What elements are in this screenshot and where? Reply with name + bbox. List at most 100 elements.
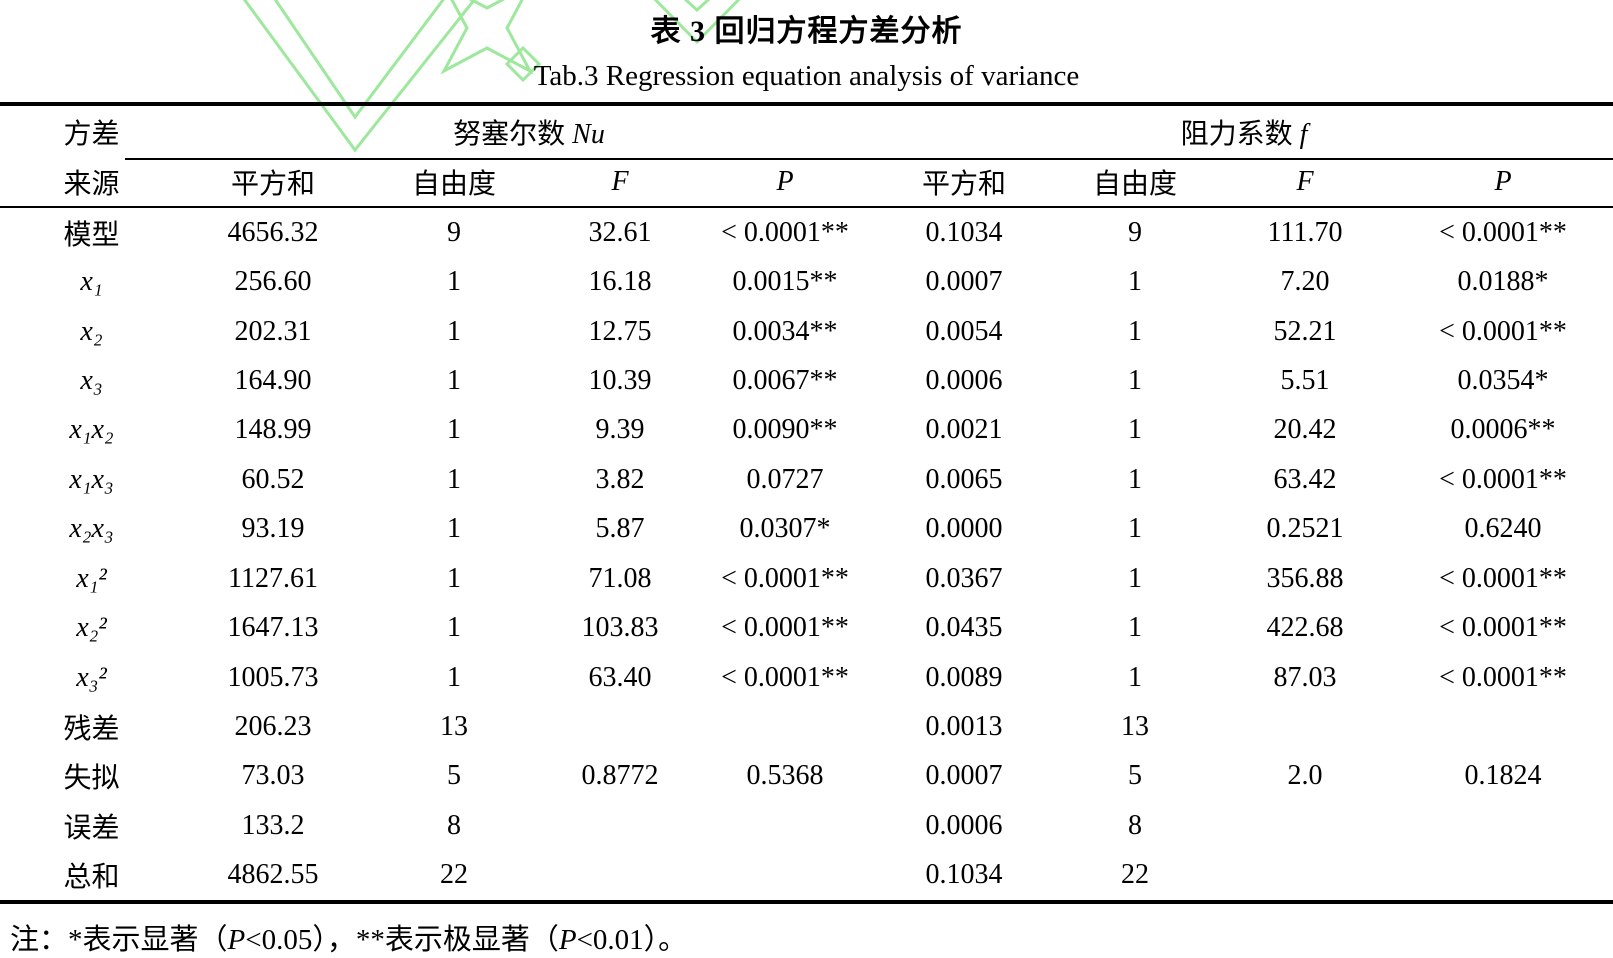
cell-value: 12.75 — [588, 315, 652, 347]
header-f-dof: 自由度 — [1092, 169, 1177, 200]
table-row: 残差 206.23 13 0.0013 13 — [0, 702, 1613, 751]
header-nu-f-value: F — [611, 166, 629, 197]
cell-value: 0.0000 — [925, 513, 1003, 545]
cell-value: 0.0067** — [732, 364, 838, 396]
cell-value: 71.08 — [588, 562, 652, 594]
cell-value: 0.0054 — [925, 315, 1003, 347]
cell-value: 60.52 — [241, 463, 305, 495]
table-row: x₂x₃ 93.19 1 5.87 0.0307* 0.0000 1 0.2521 0.6240 — [0, 505, 1613, 554]
table-row: x₂² 1647.13 1 103.83 < 0.0001** 0.0435 1 422.68… — [0, 603, 1613, 652]
group-header-rule — [125, 158, 1613, 160]
cell-value: 10.39 — [588, 364, 652, 396]
table-header: 方差 努塞尔数 Nu 阻力系数 f 来源 平方和 自由度 F P 平方和 自由度… — [0, 106, 1613, 208]
cell-value: 20.42 — [1273, 414, 1337, 446]
cell-value: < 0.0001** — [721, 661, 849, 693]
watermark-diamond — [504, 45, 542, 83]
cell-value: 5.51 — [1280, 364, 1330, 396]
footnote-text: <0.05），**表示极显著（ — [245, 924, 559, 956]
cell-value: 73.03 — [241, 760, 305, 792]
cell-value: 1 — [447, 266, 461, 298]
row-label: x₁x₂ — [69, 414, 114, 446]
cell-value: 1 — [447, 364, 461, 396]
row-label: 失拟 — [63, 763, 120, 795]
cell-value: 1 — [1128, 612, 1142, 644]
cell-value: 1 — [1128, 661, 1142, 693]
cell-value: 256.60 — [234, 266, 312, 298]
header-group-friction: 阻力系数 f — [875, 112, 1613, 152]
row-label: x₁² — [76, 562, 107, 594]
row-label: x₂ — [80, 315, 103, 347]
footnote-p-symbol: P — [227, 924, 246, 956]
row-label: 总和 — [63, 862, 120, 894]
footnote-text: <0.01）。 — [576, 924, 688, 956]
cell-value: 0.0006** — [1450, 414, 1556, 446]
cell-value: 0.0034** — [732, 315, 838, 347]
cell-value: < 0.0001** — [1439, 562, 1567, 594]
cell-value: 422.68 — [1266, 612, 1344, 644]
cell-value: 7.20 — [1280, 266, 1330, 298]
cell-value: 63.40 — [588, 661, 652, 693]
cell-value: 206.23 — [234, 710, 312, 742]
cell-value: 9 — [1128, 216, 1142, 248]
cell-value: 111.70 — [1267, 216, 1343, 248]
table-row: 总和 4862.55 22 0.1034 22 — [0, 850, 1613, 899]
cell-value: 3.82 — [595, 463, 645, 495]
cell-value: 0.1034 — [925, 859, 1003, 891]
cell-value: 0.5368 — [746, 760, 824, 792]
cell-value: 0.0307* — [739, 513, 831, 545]
row-label: x₂x₃ — [69, 513, 114, 545]
cell-value: < 0.0001** — [1439, 216, 1567, 248]
cell-value: < 0.0001** — [1439, 612, 1567, 644]
anova-table: 方差 努塞尔数 Nu 阻力系数 f 来源 平方和 自由度 F P 平方和 自由度… — [0, 102, 1613, 904]
cell-value: 8 — [447, 809, 461, 841]
row-label: 残差 — [63, 713, 120, 745]
cell-value: 148.99 — [234, 414, 312, 446]
cell-value: 103.83 — [581, 612, 659, 644]
cell-value: 93.19 — [241, 513, 305, 545]
cell-value: 0.0015** — [732, 266, 838, 298]
cell-value: 0.2521 — [1266, 513, 1344, 545]
cell-value: 5.87 — [595, 513, 645, 545]
cell-value: 1 — [1128, 463, 1142, 495]
cell-value: < 0.0001** — [721, 216, 849, 248]
cell-value: 0.0065 — [925, 463, 1003, 495]
cell-value: 0.0727 — [746, 463, 824, 495]
row-label: x₂² — [76, 612, 107, 644]
header-source-line1: 方差 — [63, 119, 120, 150]
cell-value: 0.8772 — [581, 760, 659, 792]
cell-value: 133.2 — [241, 809, 305, 841]
cell-value: 1 — [1128, 513, 1142, 545]
footnote: 注：*表示显著（P<0.05），**表示极显著（P<0.01）。 — [10, 916, 1613, 958]
header-nu-sum-squares: 平方和 — [230, 169, 315, 200]
table-title-en: Tab.3 Regression equation analysis of va… — [533, 60, 1080, 92]
friction-label-cn: 阻力系数 — [1180, 119, 1293, 150]
cell-value: 32.61 — [588, 216, 652, 248]
cell-value: 13 — [440, 710, 468, 742]
cell-value: 0.0188* — [1457, 266, 1549, 298]
cell-value: 22 — [440, 859, 468, 891]
header-row-subcolumns: 来源 平方和 自由度 F P 平方和 自由度 F P — [0, 158, 1613, 206]
cell-value: 4862.55 — [227, 859, 319, 891]
row-label: 误差 — [63, 812, 120, 844]
cell-value: 1 — [1128, 315, 1142, 347]
cell-value: 16.18 — [588, 266, 652, 298]
cell-value: 1647.13 — [227, 612, 319, 644]
table-row: x₃² 1005.73 1 63.40 < 0.0001** 0.0089 1 87.03 < … — [0, 653, 1613, 702]
cell-value: 1 — [1128, 266, 1142, 298]
row-label: x₁ — [80, 266, 103, 298]
table-row: x₃ 164.90 1 10.39 0.0067** 0.0006 1 5.51 0.0354* — [0, 356, 1613, 405]
cell-value: 0.0090** — [732, 414, 838, 446]
cell-value: 4656.32 — [227, 216, 319, 248]
cell-value: 1 — [447, 315, 461, 347]
cell-value: 1 — [447, 562, 461, 594]
cell-value: < 0.0001** — [1439, 661, 1567, 693]
header-f-sum-squares: 平方和 — [921, 169, 1006, 200]
cell-value: 5 — [1128, 760, 1142, 792]
cell-value: < 0.0001** — [721, 562, 849, 594]
cell-value: 0.0007 — [925, 760, 1003, 792]
row-label: 模型 — [63, 219, 120, 251]
header-nu-p-value: P — [776, 166, 794, 197]
row-label: x₃ — [80, 364, 103, 396]
